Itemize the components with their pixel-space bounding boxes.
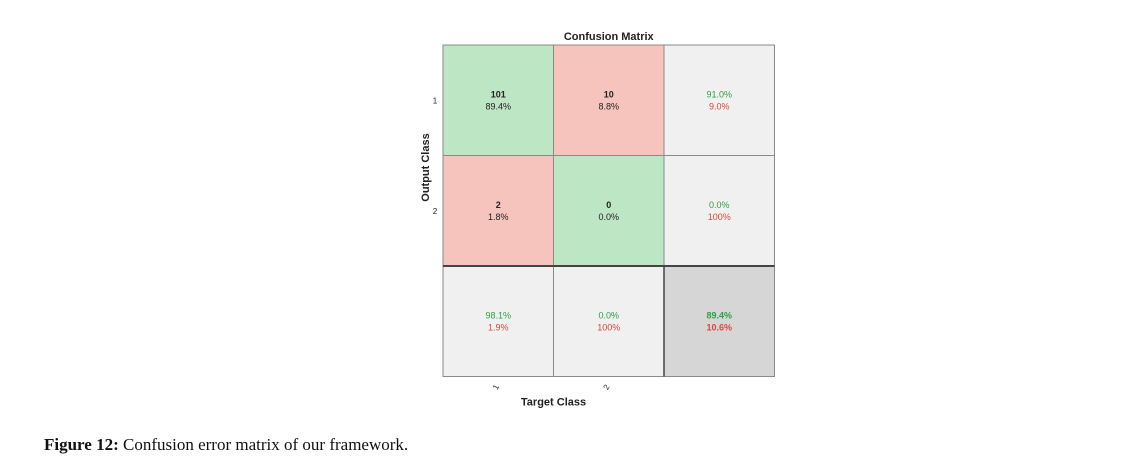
matrix-cell-3-3 <box>663 265 775 377</box>
cell-percent-1-1: 89.4% <box>485 101 511 111</box>
summary-correct-row-2: 0.0% <box>709 200 730 210</box>
x-axis-label: Target Class <box>521 397 586 409</box>
matrix-cell-3-2 <box>553 265 665 377</box>
matrix-cell-1-3 <box>663 44 775 156</box>
y-tick-label-1: 1 <box>433 96 438 105</box>
cell-count-2-2: 0 <box>606 200 611 210</box>
cell-count-1-1: 101 <box>491 89 506 99</box>
figure-caption: Figure 12: Confusion error matrix of our… <box>44 435 408 455</box>
summary-correct-col-2: 0.0% <box>598 310 619 320</box>
summary-correct-col-1: 98.1% <box>485 310 511 320</box>
summary-error-overall: 10.6% <box>706 322 732 332</box>
cell-percent-2-1: 1.8% <box>488 212 509 222</box>
matrix-cell-2-1 <box>442 155 554 267</box>
matrix-cell-2-2 <box>553 155 665 267</box>
y-tick-label-2: 2 <box>433 207 438 216</box>
matrix-cell-2-3 <box>663 155 775 267</box>
summary-correct-row-1: 91.0% <box>706 89 732 99</box>
cell-count-2-1: 2 <box>496 200 501 210</box>
x-tick-label-1: 1 <box>491 383 501 392</box>
summary-error-row-1: 9.0% <box>709 101 730 111</box>
chart-title: Confusion Matrix <box>564 31 655 43</box>
matrix-cell-1-2 <box>553 44 665 156</box>
y-axis-label: Output Class <box>420 133 432 201</box>
summary-error-col-2: 100% <box>597 322 620 332</box>
x-tick-label-2: 2 <box>602 383 612 392</box>
matrix-cell-3-1 <box>442 265 554 377</box>
cell-percent-2-2: 0.0% <box>598 212 619 222</box>
summary-error-row-2: 100% <box>708 212 731 222</box>
summary-error-col-1: 1.9% <box>488 322 509 332</box>
cell-count-1-2: 10 <box>604 89 614 99</box>
cell-percent-1-2: 8.8% <box>598 101 619 111</box>
caption-text: Confusion error matrix of our framework. <box>123 435 409 454</box>
matrix-cell-1-1 <box>442 44 554 156</box>
caption-label: Figure 12: <box>44 435 119 454</box>
summary-correct-overall: 89.4% <box>706 310 732 320</box>
